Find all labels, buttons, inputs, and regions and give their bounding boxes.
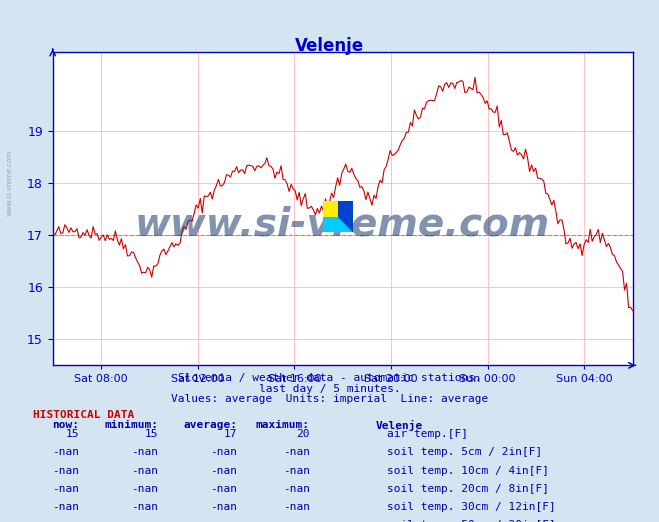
Text: -nan: -nan xyxy=(52,484,79,494)
Text: soil temp. 20cm / 8in[F]: soil temp. 20cm / 8in[F] xyxy=(387,484,550,494)
Text: -nan: -nan xyxy=(131,466,158,476)
Text: 15: 15 xyxy=(145,429,158,439)
Text: last day / 5 minutes.: last day / 5 minutes. xyxy=(258,384,401,394)
Text: Velenje: Velenje xyxy=(295,37,364,54)
Text: now:: now: xyxy=(52,420,79,430)
Text: -nan: -nan xyxy=(210,502,237,512)
Text: air temp.[F]: air temp.[F] xyxy=(387,429,469,439)
Text: Values: average  Units: imperial  Line: average: Values: average Units: imperial Line: av… xyxy=(171,394,488,404)
Text: -nan: -nan xyxy=(210,466,237,476)
Text: -nan: -nan xyxy=(52,520,79,522)
Text: -nan: -nan xyxy=(131,520,158,522)
Text: maximum:: maximum: xyxy=(256,420,310,430)
Bar xyxy=(323,201,337,217)
Polygon shape xyxy=(337,217,353,232)
Text: Velenje: Velenje xyxy=(376,420,423,431)
Bar xyxy=(337,201,353,232)
Text: -nan: -nan xyxy=(131,484,158,494)
Text: -nan: -nan xyxy=(210,447,237,457)
Text: soil temp. 10cm / 4in[F]: soil temp. 10cm / 4in[F] xyxy=(387,466,550,476)
Text: -nan: -nan xyxy=(52,466,79,476)
Text: 17: 17 xyxy=(224,429,237,439)
Text: -nan: -nan xyxy=(131,502,158,512)
Bar xyxy=(323,217,337,232)
Text: -nan: -nan xyxy=(283,466,310,476)
Text: minimum:: minimum: xyxy=(104,420,158,430)
Text: HISTORICAL DATA: HISTORICAL DATA xyxy=(33,410,134,420)
Text: -nan: -nan xyxy=(283,447,310,457)
Text: soil temp. 30cm / 12in[F]: soil temp. 30cm / 12in[F] xyxy=(387,502,556,512)
Text: -nan: -nan xyxy=(52,447,79,457)
Text: -nan: -nan xyxy=(210,520,237,522)
Text: 20: 20 xyxy=(297,429,310,439)
Text: -nan: -nan xyxy=(283,502,310,512)
Text: -nan: -nan xyxy=(283,484,310,494)
Text: -nan: -nan xyxy=(210,484,237,494)
Text: 15: 15 xyxy=(66,429,79,439)
Text: -nan: -nan xyxy=(52,502,79,512)
Text: -nan: -nan xyxy=(283,520,310,522)
Polygon shape xyxy=(337,201,353,232)
Text: soil temp. 5cm / 2in[F]: soil temp. 5cm / 2in[F] xyxy=(387,447,543,457)
Text: www.si-vreme.com: www.si-vreme.com xyxy=(7,150,13,216)
Text: www.si-vreme.com: www.si-vreme.com xyxy=(135,206,550,243)
Text: Slovenia / weather data - automatic stations.: Slovenia / weather data - automatic stat… xyxy=(178,373,481,383)
Text: soil temp. 50cm / 20in[F]: soil temp. 50cm / 20in[F] xyxy=(387,520,556,522)
Text: -nan: -nan xyxy=(131,447,158,457)
Text: average:: average: xyxy=(183,420,237,430)
